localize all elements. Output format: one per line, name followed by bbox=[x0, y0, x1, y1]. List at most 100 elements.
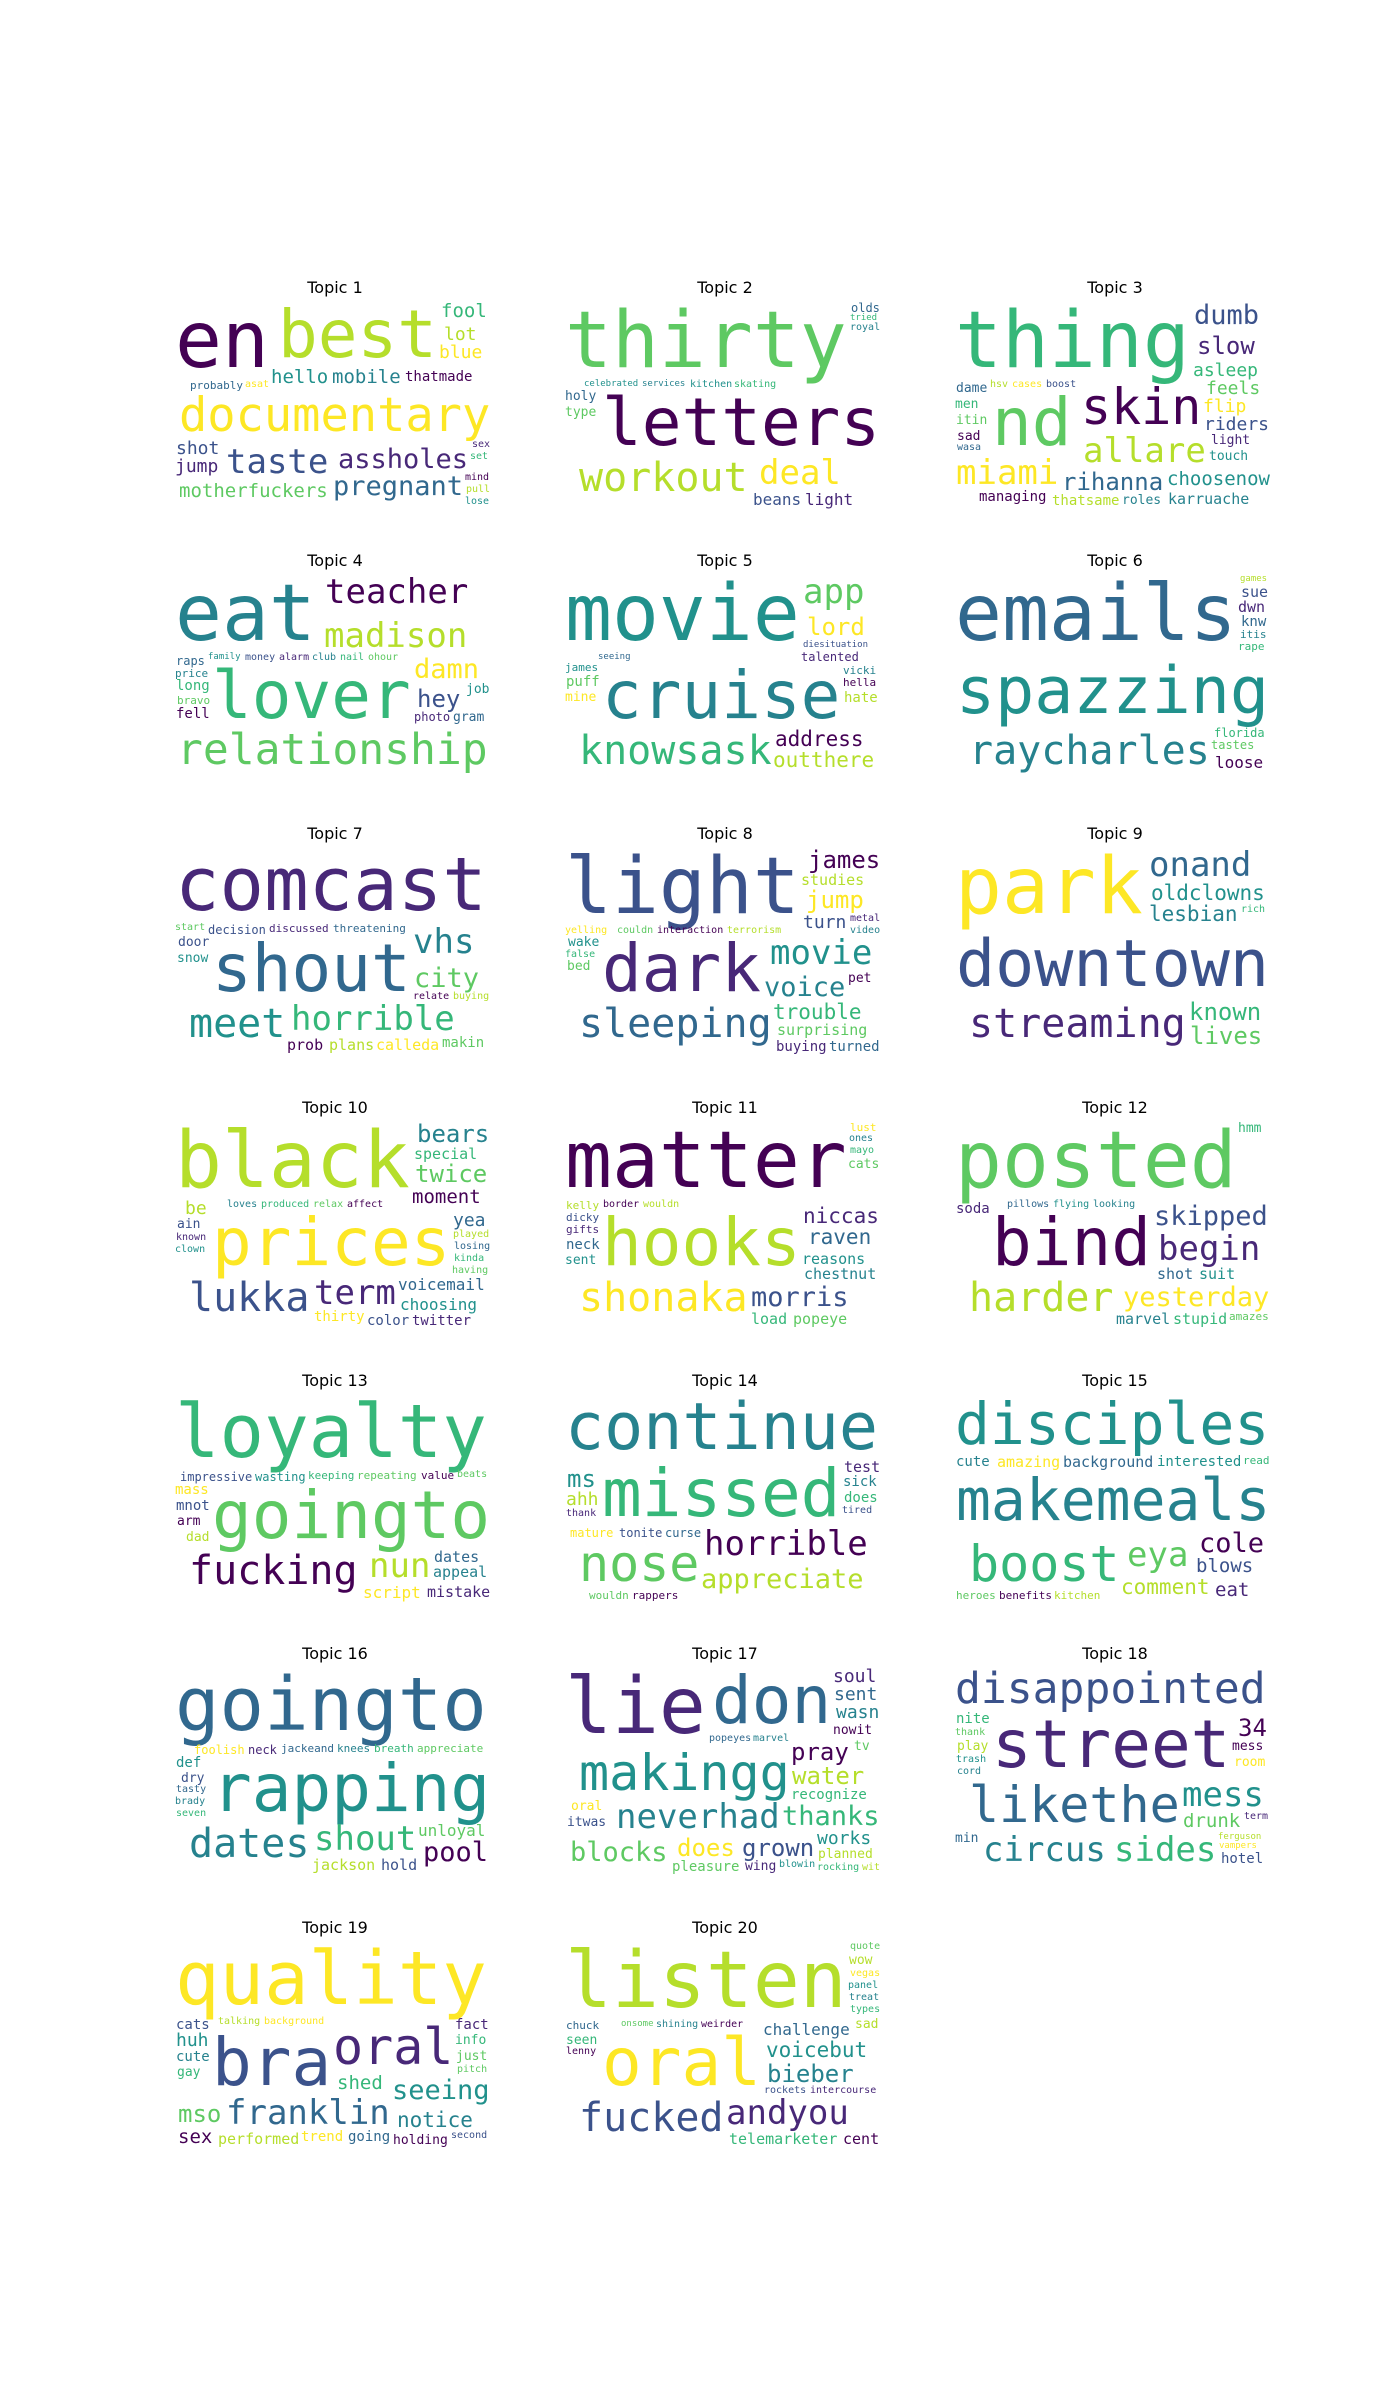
cloud-word: lesbian bbox=[1149, 902, 1238, 926]
topic-title: Topic 11 bbox=[692, 1098, 758, 1117]
cloud-word: jump bbox=[806, 886, 864, 914]
cloud-word: losing bbox=[454, 1241, 491, 1252]
cloud-word: fell bbox=[176, 706, 210, 722]
cloud-word: lover bbox=[212, 657, 411, 734]
cloud-word: threatening bbox=[333, 922, 406, 935]
cloud-word: park bbox=[955, 846, 1143, 932]
cloud-word: jackeand bbox=[281, 1742, 334, 1755]
cloud-word: dates bbox=[434, 1548, 480, 1566]
cloud-word: nun bbox=[369, 1546, 431, 1586]
cloud-word: benefits bbox=[999, 1589, 1052, 1602]
topic-title: Topic 5 bbox=[697, 551, 753, 570]
cloud-word: popeye bbox=[793, 1310, 848, 1328]
cloud-word: app bbox=[803, 573, 865, 612]
topic-title: Topic 13 bbox=[302, 1371, 368, 1390]
cloud-word: background bbox=[1063, 1453, 1154, 1471]
cloud-word: dry bbox=[181, 1771, 205, 1786]
cloud-word: discussed bbox=[269, 922, 329, 935]
cloud-word: boost bbox=[1046, 379, 1077, 390]
cloud-word: impressive bbox=[180, 1470, 253, 1484]
cloud-word: dicky bbox=[566, 1211, 600, 1224]
cloud-word: recognize bbox=[791, 1787, 867, 1803]
cloud-word: water bbox=[792, 1762, 865, 1790]
cloud-word: cute bbox=[176, 2049, 210, 2065]
cloud-word: cases bbox=[1012, 379, 1043, 390]
cloud-word: listen bbox=[565, 1940, 847, 2026]
cloud-word: hotel bbox=[1221, 1851, 1264, 1867]
cloud-word: probably bbox=[190, 379, 243, 392]
cloud-word: tasty bbox=[176, 1784, 207, 1795]
cloud-word: set bbox=[470, 451, 489, 462]
cloud-word: alarm bbox=[279, 652, 310, 663]
cloud-word: hella bbox=[843, 676, 877, 689]
cloud-word: loyalty bbox=[175, 1393, 487, 1475]
cloud-word: surprising bbox=[777, 1021, 868, 1039]
cloud-word: comment bbox=[1121, 1575, 1210, 1599]
cloud-word: andyou bbox=[726, 2093, 849, 2133]
cloud-word: wasa bbox=[957, 442, 982, 453]
cloud-word: cats bbox=[848, 1157, 880, 1172]
cloud-word: flip bbox=[1203, 396, 1247, 417]
cloud-word: wing bbox=[745, 1859, 777, 1874]
cloud-word: interaction bbox=[657, 925, 724, 936]
cloud-word: just bbox=[456, 2049, 488, 2064]
cloud-word: grown bbox=[742, 1834, 815, 1862]
cloud-word: nd bbox=[992, 384, 1072, 461]
cloud-word: stupid bbox=[1173, 1310, 1228, 1328]
cloud-word: lie bbox=[565, 1666, 706, 1752]
cloud-word: info bbox=[455, 2033, 487, 2048]
cloud-word: bra bbox=[212, 2024, 332, 2101]
cloud-word: street bbox=[992, 1706, 1231, 1783]
cloud-word: franklin bbox=[226, 2093, 390, 2133]
cloud-word: karruache bbox=[1168, 490, 1250, 508]
cloud-word: snow bbox=[177, 951, 209, 966]
cloud-word: calleda bbox=[376, 1036, 440, 1054]
cloud-word: yelling bbox=[565, 925, 608, 936]
cloud-word: madison bbox=[324, 616, 468, 656]
cloud-word: matter bbox=[565, 1120, 847, 1206]
cloud-word: lenny bbox=[566, 2046, 597, 2057]
cloud-word: light bbox=[805, 490, 854, 509]
cloud-word: onand bbox=[1149, 846, 1252, 885]
cloud-word: repeating bbox=[357, 1469, 417, 1482]
word-cloud: en best documentary taste assholes pregnant he… bbox=[175, 300, 495, 510]
cloud-word: wow bbox=[849, 1953, 873, 1968]
cloud-word: kinda bbox=[454, 1253, 485, 1264]
cloud-word: ain bbox=[177, 1217, 201, 1232]
cloud-word: test bbox=[844, 1458, 881, 1476]
cloud-word: james bbox=[808, 846, 881, 874]
cloud-word: background bbox=[264, 2016, 325, 2027]
cloud-word: amazing bbox=[997, 1453, 1061, 1471]
cloud-word: bind bbox=[992, 1204, 1151, 1281]
cloud-word: goingto bbox=[175, 1666, 487, 1748]
topic-title: Topic 10 bbox=[302, 1098, 368, 1117]
cloud-word: hello bbox=[271, 366, 329, 388]
cloud-word: prices bbox=[212, 1204, 451, 1281]
topic-title: Topic 9 bbox=[1087, 824, 1143, 843]
topic-title: Topic 3 bbox=[1087, 278, 1143, 297]
cloud-word: long bbox=[176, 678, 210, 694]
cloud-word: oral bbox=[571, 1799, 603, 1814]
cloud-word: bieber bbox=[767, 2060, 854, 2088]
cloud-word: cord bbox=[957, 1766, 982, 1777]
cloud-word: going bbox=[348, 2129, 391, 2145]
cloud-word: challenge bbox=[763, 2020, 850, 2039]
cloud-word: mess bbox=[1232, 1739, 1264, 1754]
cloud-word: notice bbox=[397, 2108, 473, 2132]
word-cloud: goingto rapping dates shout unloyal pool jacks… bbox=[175, 1666, 495, 1876]
cloud-word: twice bbox=[415, 1160, 488, 1188]
word-cloud: eat lover relationship teacher madison damn he… bbox=[175, 573, 495, 783]
word-cloud: light dark sleeping movie voice trouble surpri… bbox=[565, 846, 885, 1056]
cloud-word: rappers bbox=[632, 1589, 679, 1602]
cloud-word: yesterday bbox=[1123, 1282, 1270, 1313]
cloud-word: asleep bbox=[1193, 360, 1259, 381]
cloud-word: mess bbox=[1182, 1775, 1264, 1815]
topic-title: Topic 2 bbox=[697, 278, 753, 297]
cloud-word: horrible bbox=[704, 1524, 868, 1564]
cloud-word: ahh bbox=[566, 1489, 599, 1510]
cloud-word: niccas bbox=[803, 1204, 879, 1228]
cloud-word: types bbox=[850, 2004, 881, 2015]
cloud-word: makin bbox=[442, 1035, 485, 1051]
topic-title: Topic 14 bbox=[692, 1371, 758, 1390]
cloud-word: games bbox=[1240, 574, 1268, 584]
